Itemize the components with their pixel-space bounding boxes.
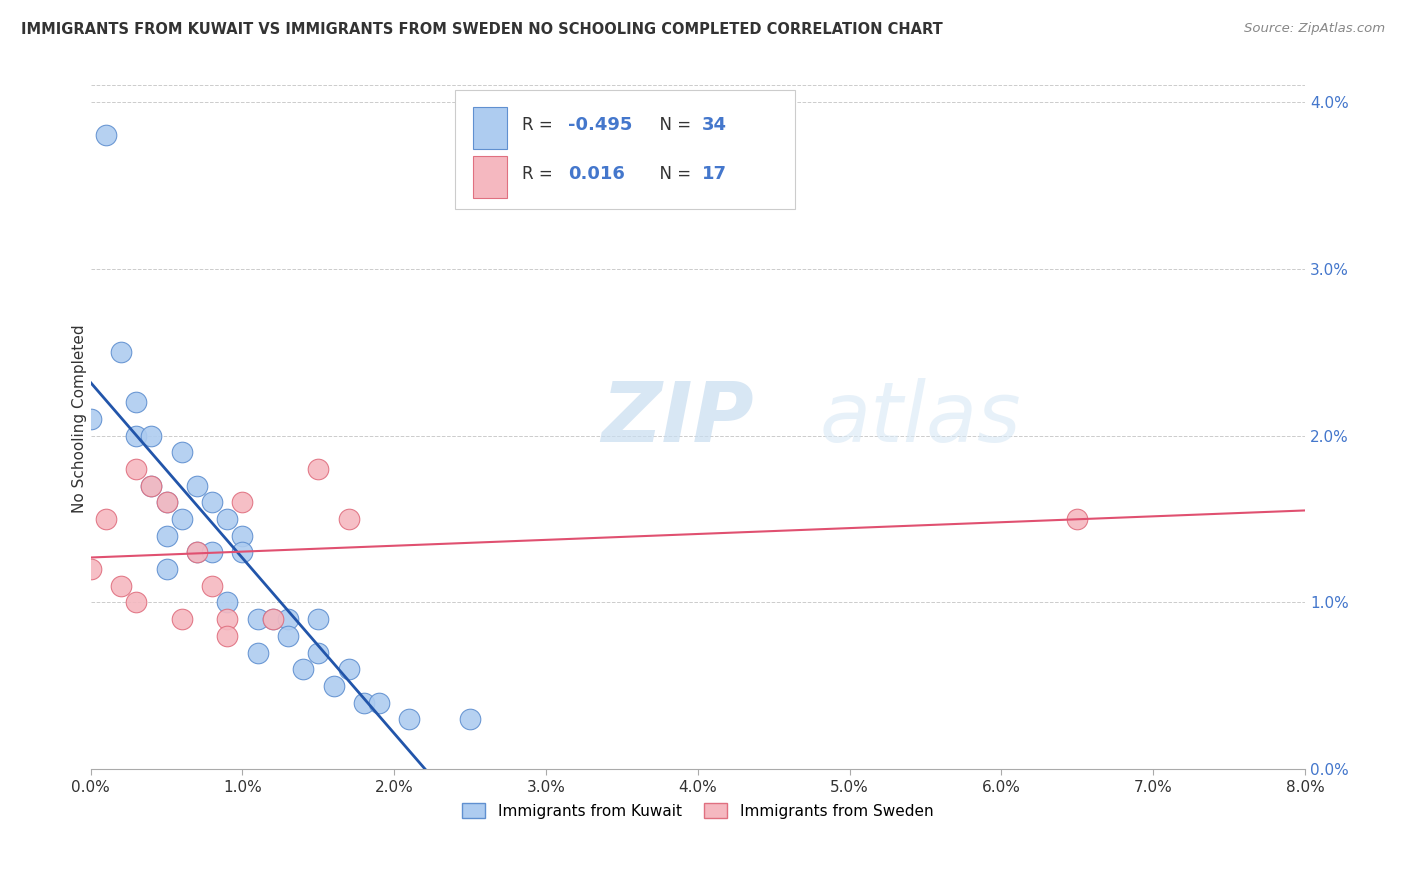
Text: ZIP: ZIP — [600, 378, 754, 459]
FancyBboxPatch shape — [474, 107, 508, 149]
Point — [322, 679, 344, 693]
Point — [277, 612, 299, 626]
Text: 34: 34 — [702, 116, 727, 134]
Point — [277, 629, 299, 643]
Point — [231, 529, 253, 543]
Point — [246, 612, 269, 626]
Point — [262, 612, 284, 626]
Point — [141, 478, 163, 492]
Point — [231, 495, 253, 509]
Text: 0.016: 0.016 — [568, 165, 624, 183]
Point — [201, 579, 224, 593]
Point — [110, 579, 132, 593]
Point — [170, 512, 193, 526]
Text: R =: R = — [522, 116, 558, 134]
Point — [307, 612, 329, 626]
Text: N =: N = — [650, 165, 696, 183]
Point — [201, 545, 224, 559]
Point — [125, 428, 148, 442]
Point — [337, 512, 360, 526]
Point — [125, 462, 148, 476]
Point — [217, 595, 239, 609]
Point — [170, 445, 193, 459]
Text: IMMIGRANTS FROM KUWAIT VS IMMIGRANTS FROM SWEDEN NO SCHOOLING COMPLETED CORRELAT: IMMIGRANTS FROM KUWAIT VS IMMIGRANTS FRO… — [21, 22, 943, 37]
Point — [94, 128, 117, 143]
Point — [155, 495, 177, 509]
Text: -0.495: -0.495 — [568, 116, 633, 134]
Point — [110, 345, 132, 359]
Point — [125, 595, 148, 609]
Point — [186, 545, 208, 559]
Point — [458, 712, 481, 726]
Point — [353, 696, 375, 710]
Point — [155, 495, 177, 509]
Point — [217, 612, 239, 626]
FancyBboxPatch shape — [474, 156, 508, 198]
Point — [125, 395, 148, 409]
Text: atlas: atlas — [820, 378, 1021, 459]
Point — [155, 562, 177, 576]
Point — [170, 612, 193, 626]
Y-axis label: No Schooling Completed: No Schooling Completed — [72, 325, 87, 513]
FancyBboxPatch shape — [456, 89, 794, 209]
Point — [217, 629, 239, 643]
Text: Source: ZipAtlas.com: Source: ZipAtlas.com — [1244, 22, 1385, 36]
Point — [94, 512, 117, 526]
Text: 17: 17 — [702, 165, 727, 183]
Legend: Immigrants from Kuwait, Immigrants from Sweden: Immigrants from Kuwait, Immigrants from … — [457, 797, 939, 825]
Text: N =: N = — [650, 116, 696, 134]
Point — [307, 462, 329, 476]
Point — [292, 662, 315, 676]
Point — [186, 545, 208, 559]
Point — [186, 478, 208, 492]
Point — [141, 478, 163, 492]
Point — [155, 529, 177, 543]
Point — [398, 712, 420, 726]
Point — [79, 562, 101, 576]
Point — [368, 696, 391, 710]
Text: R =: R = — [522, 165, 562, 183]
Point — [307, 646, 329, 660]
Point — [201, 495, 224, 509]
Point — [217, 512, 239, 526]
Point — [79, 412, 101, 426]
Point — [246, 646, 269, 660]
Point — [262, 612, 284, 626]
Point — [231, 545, 253, 559]
Point — [1066, 512, 1088, 526]
Point — [337, 662, 360, 676]
Point — [141, 428, 163, 442]
